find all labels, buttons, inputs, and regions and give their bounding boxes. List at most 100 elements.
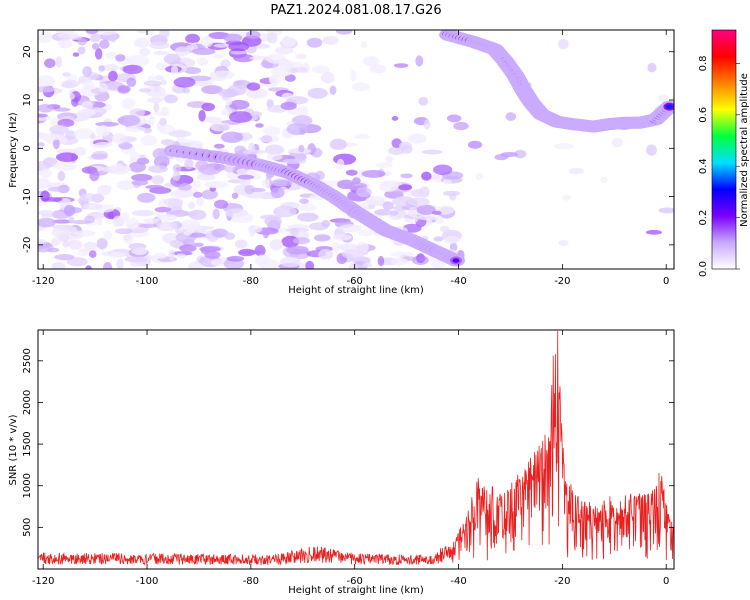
heat-cell — [210, 259, 228, 267]
heat-cell — [136, 157, 150, 165]
heat-cell — [192, 180, 202, 188]
heat-cell — [415, 55, 424, 67]
heat-cell — [50, 118, 60, 127]
heat-cell — [153, 102, 160, 113]
heat-cell — [175, 46, 190, 57]
heat-cell — [249, 224, 256, 237]
heat-cell — [306, 37, 323, 48]
heat-cell — [270, 187, 285, 199]
heat-cell — [123, 234, 134, 244]
heat-cell — [62, 240, 70, 248]
x-tick-label: -100 — [136, 276, 159, 287]
heat-cell — [286, 123, 309, 135]
heat-cell — [353, 133, 370, 139]
x-tick-label: -40 — [450, 276, 466, 287]
heat-cell — [160, 139, 175, 146]
heat-cell — [79, 193, 98, 202]
heat-cell — [68, 216, 75, 224]
heat-cell — [159, 117, 167, 126]
heat-cell — [254, 254, 271, 267]
heat-cell — [188, 232, 206, 238]
heat-cell — [143, 218, 160, 224]
heat-cell — [47, 186, 68, 192]
heat-cell — [645, 229, 663, 235]
heat-cell — [558, 38, 569, 50]
heat-cell — [417, 256, 427, 262]
heat-cell — [214, 199, 229, 209]
heat-cell — [266, 32, 278, 44]
heat-cell — [280, 101, 297, 111]
heat-cell — [226, 255, 245, 262]
heat-cell — [55, 56, 63, 68]
heat-cell — [117, 114, 141, 127]
heat-cell — [160, 79, 167, 86]
heat-cell — [332, 241, 340, 254]
heat-cell — [153, 50, 170, 56]
heat-cell — [230, 50, 247, 55]
heat-cell — [66, 257, 88, 267]
heat-cell — [341, 249, 365, 259]
heat-cell — [336, 158, 345, 170]
heat-cell — [400, 173, 413, 179]
y-tick-label: 0 — [22, 145, 33, 151]
heat-cell — [277, 48, 286, 53]
heat-cell — [348, 262, 359, 269]
heat-cell — [218, 88, 240, 98]
heat-cell — [74, 146, 87, 156]
heat-cell — [116, 258, 124, 269]
heat-cell — [61, 80, 81, 87]
heat-cell — [562, 194, 572, 201]
colorbar-bar — [712, 30, 736, 269]
heat-cell — [178, 183, 192, 192]
heat-cell — [96, 184, 112, 196]
heat-cell — [418, 96, 429, 106]
colorbar-ticks: 0.0 0.2 0.4 0.6 0.8 — [698, 55, 740, 277]
heat-cell — [82, 202, 103, 210]
heat-cell — [77, 108, 91, 121]
heat-cell — [95, 125, 111, 137]
heat-cell — [218, 124, 230, 131]
heat-cell — [335, 30, 353, 35]
heat-cell — [182, 87, 191, 94]
heat-cell — [91, 42, 100, 50]
heat-cell — [190, 140, 204, 149]
x-tick-label: -80 — [243, 576, 259, 587]
heat-cell — [111, 132, 127, 145]
heat-cell — [329, 138, 347, 151]
heat-cell — [51, 262, 66, 269]
heat-cell — [390, 257, 409, 266]
heat-cell — [269, 239, 283, 251]
heat-cell — [85, 265, 92, 269]
heat-cell — [221, 59, 230, 67]
heat-cell — [362, 262, 373, 268]
heat-cell — [270, 179, 293, 187]
heat-cell — [107, 251, 126, 259]
heat-cell — [46, 247, 60, 253]
heat-cell — [431, 210, 442, 215]
heat-cell — [387, 146, 405, 155]
heat-cell — [197, 57, 209, 66]
heat-cell — [52, 161, 77, 171]
heat-cell — [51, 227, 71, 238]
heat-cell — [89, 133, 96, 140]
heat-cell — [89, 169, 100, 182]
y-tick-label: 1000 — [22, 473, 33, 498]
heat-cell — [184, 158, 194, 170]
heat-cell — [305, 260, 315, 269]
snr-x-axis-label: Height of straight line (km) — [288, 585, 424, 596]
heat-cell — [117, 85, 131, 93]
heat-cell — [170, 189, 193, 199]
y-tick-label: -20 — [22, 237, 33, 253]
heat-cell — [55, 152, 79, 163]
heat-cell — [228, 41, 250, 52]
heat-cell — [125, 217, 139, 229]
heat-cell — [390, 251, 414, 258]
heat-cell — [246, 46, 256, 54]
heat-cell — [289, 66, 309, 73]
heat-cell — [282, 158, 307, 164]
heat-cell — [345, 169, 358, 176]
heat-cell — [196, 173, 216, 181]
heat-cell — [266, 53, 287, 64]
heat-cell — [179, 244, 197, 253]
heat-cell — [168, 130, 192, 138]
